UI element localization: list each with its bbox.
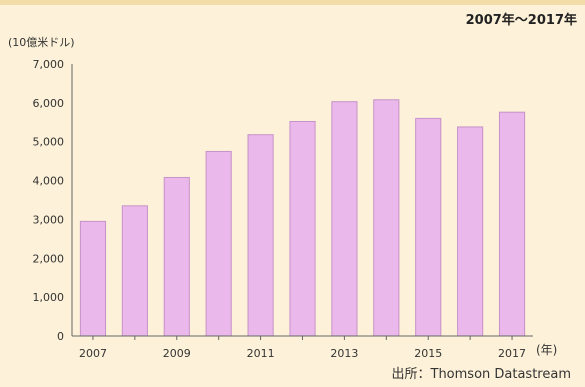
y-tick-label: 4,000	[33, 175, 65, 188]
x-tick-label: 2009	[163, 347, 191, 360]
bar-2009	[163, 176, 190, 337]
y-tick-label: 7,000	[33, 58, 65, 71]
x-tick-label: 2007	[79, 347, 107, 360]
bar-2017	[498, 111, 526, 337]
y-tick-label: 1,000	[33, 291, 65, 304]
x-tick-label: 2011	[247, 347, 275, 360]
bar-2014	[373, 99, 400, 337]
y-tick-label: 2,000	[33, 252, 65, 265]
chart-period: 2007年～2017年	[465, 13, 577, 28]
bar-2008	[121, 205, 148, 337]
x-axis-unit-label: (年)	[536, 343, 558, 357]
bar-2013	[331, 101, 358, 337]
y-tick-label: 0	[57, 330, 64, 343]
bar-2011	[247, 134, 274, 337]
source-note: 出所：Thomson Datastream	[391, 367, 572, 382]
y-tick-label: 5,000	[33, 136, 65, 149]
x-tick-label: 2017	[498, 347, 526, 360]
header-band	[0, 0, 585, 5]
bar-2012	[289, 121, 316, 337]
y-axis-unit-label: (10億米ドル)	[8, 36, 75, 49]
bar-2010	[205, 150, 232, 337]
x-tick-label: 2015	[414, 347, 442, 360]
bar-2016	[457, 126, 484, 337]
bar-2007	[79, 220, 107, 337]
bar-2015	[415, 117, 442, 337]
y-tick-label: 3,000	[33, 213, 65, 226]
y-tick-label: 6,000	[33, 97, 65, 110]
x-tick-label: 2013	[330, 347, 358, 360]
